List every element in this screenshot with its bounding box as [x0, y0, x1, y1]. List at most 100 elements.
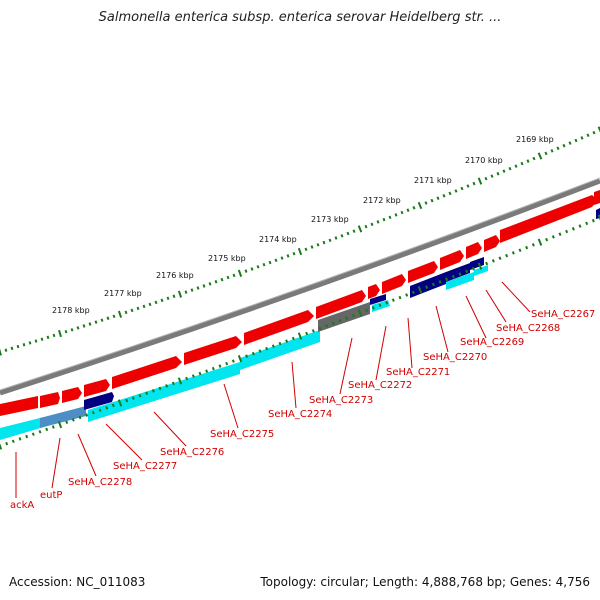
ruler-minor-tick	[165, 384, 169, 388]
ruler-minor-tick	[305, 331, 309, 336]
gene-label[interactable]: SeHA_C2274	[268, 409, 332, 420]
ruler-minor-tick	[466, 184, 470, 188]
ruler-minor-tick	[405, 293, 409, 297]
ruler-minor-tick	[190, 288, 194, 292]
reverse-cds-feature	[474, 265, 488, 276]
ruler-minor-tick	[191, 374, 195, 378]
ruler-minor-tick	[544, 151, 548, 156]
ruler-minor-tick	[154, 300, 158, 305]
ruler-minor-tick	[448, 191, 452, 196]
ruler-minor-tick	[185, 376, 189, 381]
ruler-major-tick	[237, 269, 243, 277]
ruler-minor-tick	[151, 389, 155, 393]
gene-label[interactable]: SeHA_C2272	[348, 380, 412, 391]
ruler-minor-tick	[198, 371, 202, 376]
reverse-cds-feature	[0, 417, 44, 440]
ruler-minor-tick	[498, 256, 502, 260]
ruler-minor-tick	[111, 403, 115, 408]
ruler-major-tick	[537, 152, 543, 160]
ruler-minor-tick	[385, 300, 389, 305]
ruler-minor-tick	[445, 277, 449, 282]
gene-labels: SeHA_C2267 SeHA_C2268 SeHA_C2269 SeHA_C2…	[10, 309, 595, 511]
reverse-strand-track	[0, 208, 600, 440]
ruler-label: 2172 kbp	[363, 196, 401, 205]
reverse-cds-feature	[410, 272, 446, 298]
ruler-minor-tick	[491, 259, 495, 263]
ruler-minor-tick	[148, 302, 152, 307]
ruler-minor-tick	[184, 290, 188, 294]
ruler-minor-tick	[220, 277, 224, 282]
gene-label[interactable]: SeHA_C2268	[496, 323, 560, 334]
ruler-minor-tick	[532, 156, 536, 161]
forward-cds-feature	[244, 310, 314, 345]
ruler-minor-tick	[496, 171, 500, 176]
ruler-minor-tick	[471, 267, 475, 271]
ruler-label: 2175 kbp	[208, 254, 246, 263]
ruler-minor-tick	[158, 386, 162, 391]
ruler-minor-tick	[112, 314, 116, 319]
ruler-minor-tick	[568, 141, 572, 145]
ruler-minor-tick	[71, 418, 75, 422]
ruler-label: 2170 kbp	[465, 156, 503, 165]
reverse-cds-feature	[470, 257, 484, 270]
forward-cds-feature	[0, 396, 38, 416]
ruler-minor-tick	[285, 339, 289, 343]
ruler-minor-tick	[370, 222, 374, 227]
ruler-minor-tick	[278, 341, 282, 346]
genome-summary-text: Topology: circular; Length: 4,888,768 bp…	[260, 575, 590, 589]
ruler-minor-tick	[34, 339, 38, 343]
ruler-minor-tick	[171, 381, 175, 386]
ruler-label: 2174 kbp	[259, 235, 297, 244]
ruler-minor-tick	[232, 273, 236, 278]
ruler-minor-tick	[310, 245, 314, 249]
ruler-major-tick	[117, 310, 123, 318]
gene-label[interactable]: SeHA_C2269	[460, 337, 524, 348]
ruler-minor-tick	[406, 208, 410, 212]
gene-label[interactable]: SeHA_C2267	[531, 309, 595, 320]
reverse-cds-feature	[88, 362, 240, 422]
ruler-major-tick	[297, 247, 303, 256]
gene-label[interactable]: SeHA_C2277	[113, 461, 177, 472]
gene-label[interactable]: SeHA_C2278	[68, 477, 132, 488]
reverse-cds-feature	[84, 392, 114, 410]
forward-cds-feature	[594, 190, 600, 205]
ruler-minor-tick	[334, 236, 338, 240]
ruler-label: 2177 kbp	[104, 289, 142, 298]
ruler-minor-tick	[38, 430, 42, 434]
ruler-minor-tick	[245, 354, 249, 358]
ruler-minor-tick	[376, 220, 380, 224]
pseudo-feature	[318, 302, 370, 332]
ruler-major-tick	[477, 177, 483, 185]
gene-label[interactable]: ackA	[10, 500, 34, 511]
ruler-minor-tick	[391, 298, 395, 302]
ruler-minor-tick	[16, 344, 20, 349]
ruler-minor-tick	[490, 174, 494, 178]
ruler-minor-tick	[340, 234, 344, 238]
gene-label[interactable]: eutP	[40, 490, 62, 501]
ruler-major-tick	[357, 309, 363, 317]
ruler-minor-tick	[202, 284, 206, 288]
ruler-major-tick	[417, 286, 423, 294]
ruler-label: 2171 kbp	[414, 176, 452, 185]
ruler-minor-tick	[526, 159, 530, 163]
ruler-major-tick	[297, 332, 303, 340]
ruler-minor-tick	[145, 391, 149, 395]
ruler-minor-tick	[424, 201, 428, 205]
ruler-minor-tick	[550, 149, 554, 153]
gene-label[interactable]: SeHA_C2276	[160, 447, 224, 458]
ruler-minor-tick	[592, 130, 596, 135]
ruler-minor-tick	[460, 186, 464, 191]
ruler-minor-tick	[64, 329, 68, 334]
gene-label[interactable]: SeHA_C2273	[309, 395, 373, 406]
ruler-minor-tick	[250, 267, 254, 271]
ruler-minor-tick	[5, 441, 9, 446]
ruler-minor-tick	[578, 224, 582, 228]
ruler-major-tick	[537, 238, 543, 246]
ruler-minor-tick	[94, 320, 98, 324]
gene-label[interactable]: SeHA_C2270	[423, 352, 487, 363]
gene-label[interactable]: SeHA_C2275	[210, 429, 274, 440]
ruler-minor-tick	[78, 415, 82, 420]
ruler-minor-tick	[88, 322, 92, 326]
gene-label[interactable]: SeHA_C2271	[386, 367, 450, 378]
ruler-minor-tick	[136, 306, 140, 311]
